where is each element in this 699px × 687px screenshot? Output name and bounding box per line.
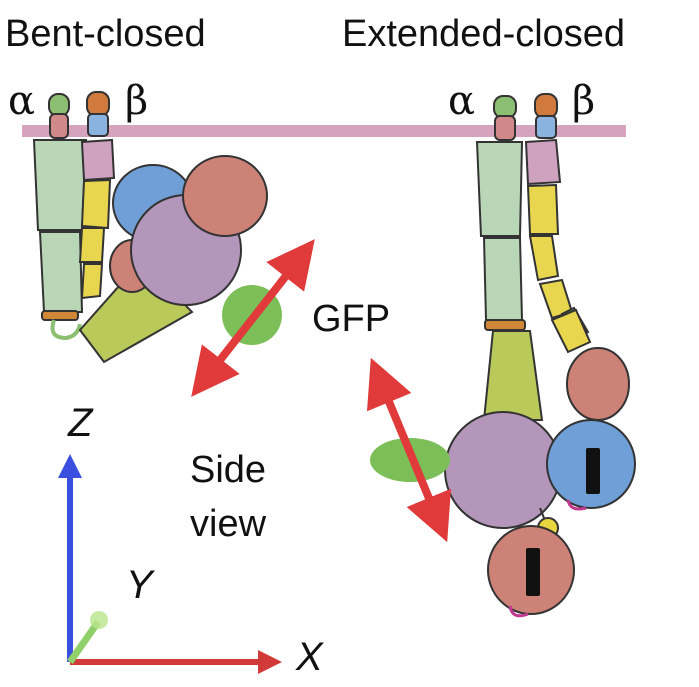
beta-leg-yellow-2-right	[528, 235, 560, 282]
alpha-propeller-right	[444, 411, 562, 529]
beta-leg-yellow-1	[80, 178, 112, 230]
y-axis-label: Y	[126, 563, 156, 607]
beta-label-left: β	[125, 78, 148, 124]
gfp-dipole-arrow-left	[191, 239, 315, 397]
alpha-leg-segment-1	[32, 139, 88, 231]
gfp-dipole-arrow-right	[367, 357, 451, 543]
alpha-tail-red-right	[494, 115, 516, 141]
extended-closed-title: Extended-closed	[342, 13, 625, 55]
alpha-label-right: α	[448, 78, 475, 124]
red-domain-linker-right	[526, 548, 540, 596]
beta-tail-blue-right	[535, 115, 557, 139]
beta-leg-pink-left	[80, 138, 116, 182]
z-axis-label: Z	[67, 401, 94, 445]
x-axis-arrowhead	[258, 650, 282, 674]
blue-domain-linker-right	[586, 448, 600, 494]
y-axis-arrowhead	[90, 611, 108, 629]
gfp-label: GFP	[312, 298, 390, 340]
x-axis-label: X	[295, 635, 324, 679]
beta-leg-pink-right	[524, 138, 562, 186]
alpha-leg-segment-2-right	[482, 237, 524, 321]
alpha-genu-left	[41, 310, 79, 321]
extended-closed-integrin: α β	[367, 78, 636, 618]
bent-closed-integrin: α β	[8, 78, 315, 397]
alpha-label-left: α	[8, 78, 35, 124]
beta-tail-tip-left	[86, 91, 110, 117]
alpha-tail-tip-right	[493, 95, 517, 119]
beta-tail-tip-right	[534, 93, 558, 119]
coordinate-axes: Z Y X	[58, 401, 324, 679]
beta-label-right: β	[572, 78, 595, 124]
cell-membrane	[22, 125, 626, 137]
beta-leg-yellow-4-right	[550, 308, 592, 354]
side-view-label-line1: Side	[190, 449, 266, 491]
beta-leg-yellow-1-right	[526, 183, 560, 235]
y-axis	[67, 619, 101, 665]
alpha-calf-loop-left	[50, 319, 82, 341]
alpha-genu-right	[484, 319, 526, 331]
alpha-leg-segment-2	[38, 231, 84, 313]
beta-leg-yellow-2	[78, 227, 106, 263]
beta-i-domain-red-left	[182, 155, 268, 237]
alpha-tail-tip-left	[48, 93, 70, 117]
beta-hybrid-red-right	[566, 347, 630, 421]
alpha-thigh-right	[482, 330, 544, 421]
side-view-label-line2: view	[190, 503, 267, 545]
bent-closed-title: Bent-closed	[5, 13, 206, 55]
z-axis-arrowhead	[58, 454, 82, 478]
alpha-tail-red-left	[49, 113, 69, 139]
red-domain-tail-right	[508, 605, 529, 618]
blue-domain-tail-right	[566, 499, 587, 511]
beta-leg-yellow-3	[80, 263, 104, 300]
beta-tail-blue-left	[87, 113, 109, 137]
alpha-leg-segment-1-right	[475, 141, 524, 237]
